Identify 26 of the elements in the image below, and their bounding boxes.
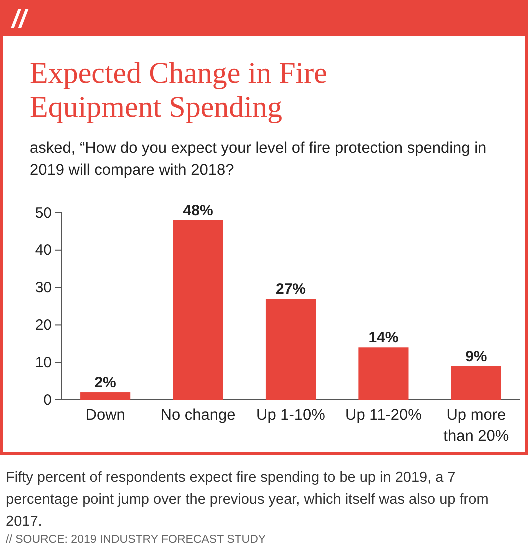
x-tick-label: Up 11-20%: [346, 407, 422, 424]
data-label: 9%: [466, 348, 488, 366]
text: //: [11, 4, 30, 34]
y-tick-label: 0: [44, 392, 52, 409]
bar: [358, 348, 409, 400]
y-tick-label: 10: [35, 354, 52, 372]
bar: [451, 366, 502, 400]
bar: [173, 220, 224, 400]
data-label: 27%: [276, 281, 306, 298]
data-label: 48%: [183, 202, 214, 220]
data-label: 2%: [94, 374, 116, 392]
data-label: 14%: [368, 330, 399, 347]
x-tick-label: Up more than 20%: [444, 407, 510, 445]
bar: [266, 299, 316, 400]
y-tick-label: 50: [35, 204, 52, 222]
text: Fifty percent of respondents expect fire spending to be up in 2019, a 7 percentage point jump over the previous year, which itself was also up from 2017.: [6, 470, 489, 530]
y-tick-label: 40: [35, 242, 52, 260]
bar: [80, 392, 131, 400]
y-tick-label: 20: [35, 317, 52, 334]
chart-subtitle: asked, “How do you expect your level of fire protection spending in 2019 will compare with 2018?: [30, 140, 487, 179]
chart-title: Expected Change in Fire Equipment Spending: [30, 57, 328, 124]
x-tick-label: Up 1-10%: [256, 407, 326, 424]
y-tick-label: 30: [35, 280, 52, 297]
text: // SOURCE: 2019 INDUSTRY FORECAST STUDY: [6, 534, 266, 546]
x-tick-label: No change: [160, 407, 236, 424]
x-tick-label: Down: [86, 407, 126, 424]
